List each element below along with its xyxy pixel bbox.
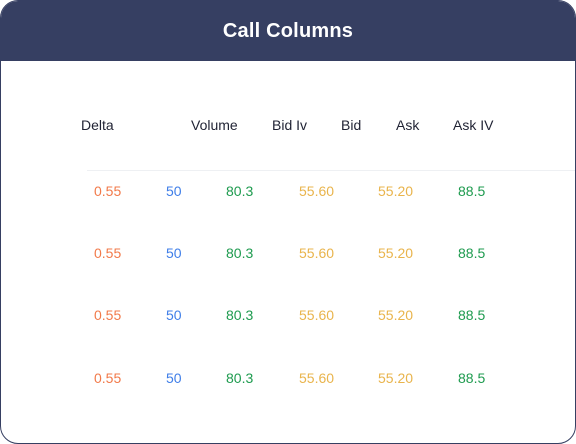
cell-bid-iv: 80.3	[226, 245, 254, 261]
column-header-bid-iv: Bid Iv	[272, 117, 308, 133]
cell-volume: 50	[166, 245, 182, 261]
column-header-volume: Volume	[191, 117, 238, 133]
cell-volume: 50	[166, 307, 182, 323]
cell-delta: 0.55	[94, 370, 122, 386]
column-header-delta: Delta	[81, 117, 114, 133]
cell-bid-iv: 80.3	[226, 370, 254, 386]
header-divider	[87, 170, 575, 171]
cell-ask-iv: 88.5	[458, 370, 486, 386]
cell-ask-iv: 88.5	[458, 183, 486, 199]
cell-delta: 0.55	[94, 245, 122, 261]
cell-ask: 55.20	[378, 370, 414, 386]
cell-bid-iv: 80.3	[226, 307, 254, 323]
cell-delta: 0.55	[94, 183, 122, 199]
cell-bid: 55.60	[299, 307, 335, 323]
column-header-bid: Bid	[341, 117, 362, 133]
card-title: Call Columns	[222, 19, 354, 42]
column-header-ask: Ask	[396, 117, 420, 133]
cell-bid-iv: 80.3	[226, 183, 254, 199]
cell-delta: 0.55	[94, 307, 122, 323]
cell-bid: 55.60	[299, 370, 335, 386]
cell-ask: 55.20	[378, 245, 414, 261]
cell-volume: 50	[166, 183, 182, 199]
cell-volume: 50	[166, 370, 182, 386]
cell-ask-iv: 88.5	[458, 307, 486, 323]
cell-ask: 55.20	[378, 307, 414, 323]
cell-bid: 55.60	[299, 245, 335, 261]
cell-ask-iv: 88.5	[458, 245, 486, 261]
cell-bid: 55.60	[299, 183, 335, 199]
card-header: Call Columns	[1, 1, 575, 61]
cell-ask: 55.20	[378, 183, 414, 199]
column-header-ask-iv: Ask IV	[453, 117, 494, 133]
